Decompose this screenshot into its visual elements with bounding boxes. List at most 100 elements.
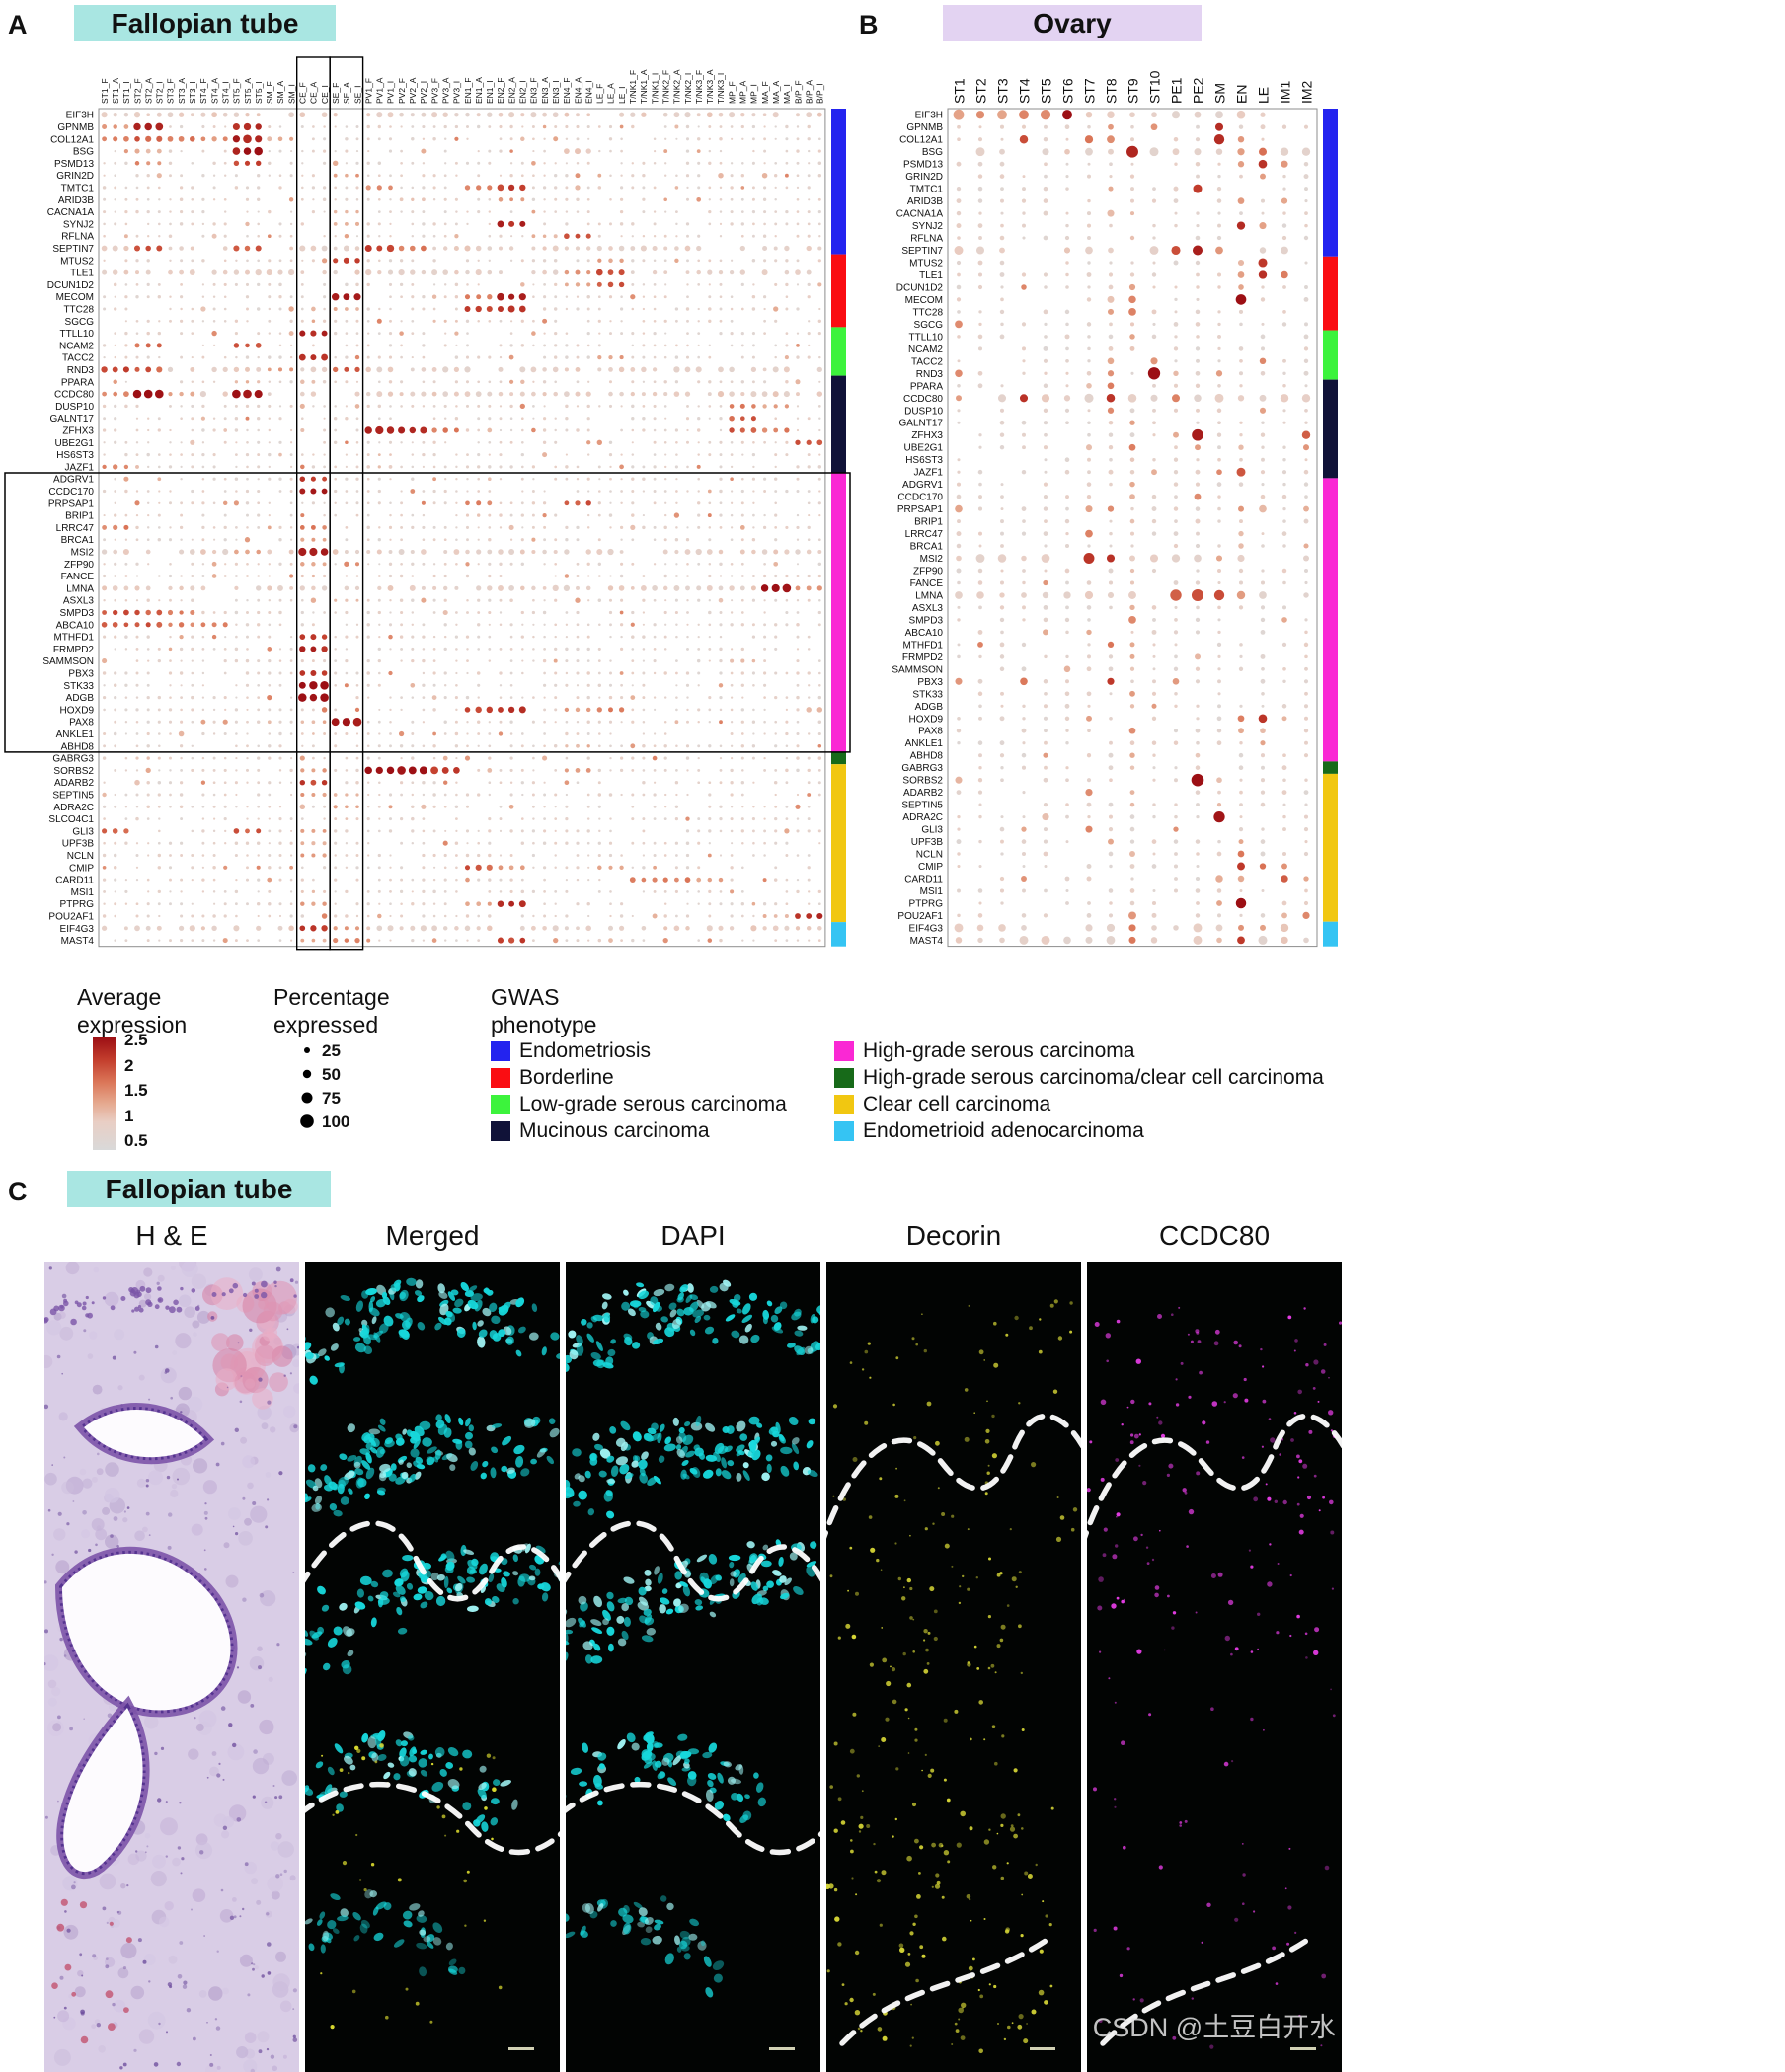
svg-text:UPF3B: UPF3B	[911, 837, 944, 848]
svg-text:DCUN1D2: DCUN1D2	[47, 280, 95, 291]
svg-text:SAMMSON: SAMMSON	[892, 664, 943, 675]
svg-text:PPARA: PPARA	[61, 377, 94, 388]
svg-text:GABRG3: GABRG3	[52, 754, 94, 765]
legend-swatch	[834, 1041, 854, 1061]
svg-text:CMIP: CMIP	[918, 862, 943, 873]
svg-text:MTHFD1: MTHFD1	[53, 633, 94, 644]
svg-text:EIF3H: EIF3H	[66, 111, 94, 121]
svg-text:SMPD3: SMPD3	[909, 615, 944, 626]
svg-text:SM_A: SM_A	[275, 81, 285, 104]
svg-text:SGCG: SGCG	[65, 317, 95, 328]
svg-text:B/P_I: B/P_I	[815, 83, 825, 104]
svg-text:BRCA1: BRCA1	[61, 535, 95, 546]
svg-text:SMPD3: SMPD3	[60, 608, 95, 619]
svg-text:HS6ST3: HS6ST3	[56, 450, 94, 461]
svg-text:GLI3: GLI3	[921, 825, 943, 836]
svg-text:ST9: ST9	[1125, 78, 1140, 104]
svg-text:PV3_I: PV3_I	[452, 81, 462, 104]
micrograph-title-ccdc80: CCDC80	[1158, 1220, 1271, 1251]
svg-text:T/NK1_A: T/NK1_A	[639, 69, 649, 104]
svg-text:UBE2G1: UBE2G1	[904, 443, 944, 454]
svg-text:RFLNA: RFLNA	[910, 234, 943, 245]
svg-text:ZFHX3: ZFHX3	[911, 430, 943, 441]
svg-text:TTC28: TTC28	[63, 305, 94, 316]
svg-text:LE_F: LE_F	[595, 84, 605, 104]
svg-text:SEPTIN5: SEPTIN5	[52, 791, 94, 802]
legend-swatch	[834, 1095, 854, 1114]
svg-text:PBX3: PBX3	[68, 669, 94, 680]
svg-text:ST2_F: ST2_F	[132, 78, 142, 104]
svg-text:SM_I: SM_I	[286, 84, 296, 104]
svg-text:SE_A: SE_A	[342, 82, 351, 104]
svg-text:PRPSAP1: PRPSAP1	[897, 504, 944, 515]
svg-text:ST6: ST6	[1059, 78, 1075, 104]
svg-text:NCAM2: NCAM2	[59, 341, 94, 351]
svg-text:TLE1: TLE1	[70, 269, 94, 279]
svg-text:ADRA2C: ADRA2C	[53, 803, 94, 813]
svg-text:ST3_I: ST3_I	[188, 81, 197, 104]
svg-text:MTUS2: MTUS2	[909, 259, 943, 269]
svg-text:MTUS2: MTUS2	[60, 256, 94, 267]
svg-text:CARD11: CARD11	[55, 876, 94, 886]
micrograph-decorin	[826, 1262, 1081, 2072]
svg-text:SAMMSON: SAMMSON	[42, 656, 94, 667]
gwas-item-6: High-grade serous carcinoma/clear cell c…	[834, 1066, 1324, 1089]
svg-text:ABHD8: ABHD8	[61, 741, 95, 752]
svg-text:NCAM2: NCAM2	[908, 345, 943, 355]
legend-label: High-grade serous carcinoma/clear cell c…	[863, 1066, 1324, 1089]
svg-text:PTPRG: PTPRG	[60, 899, 95, 910]
svg-text:ASXL3: ASXL3	[63, 596, 95, 607]
svg-text:CCDC80: CCDC80	[54, 390, 94, 401]
svg-text:PSMD13: PSMD13	[54, 159, 94, 170]
svg-text:CE_A: CE_A	[309, 81, 319, 104]
svg-text:SE_I: SE_I	[352, 86, 362, 104]
svg-text:T/NK3_F: T/NK3_F	[694, 70, 704, 104]
svg-text:JAZF1: JAZF1	[914, 468, 944, 479]
svg-text:MSI2: MSI2	[71, 548, 95, 559]
svg-text:MAST4: MAST4	[910, 936, 944, 947]
legend-swatch	[834, 1068, 854, 1088]
svg-text:B/P_A: B/P_A	[804, 80, 814, 104]
svg-text:ST8: ST8	[1103, 78, 1119, 104]
svg-text:MAST4: MAST4	[61, 936, 95, 947]
svg-text:T/NK2_F: T/NK2_F	[661, 70, 671, 104]
svg-text:GALNT17: GALNT17	[50, 414, 95, 424]
gwas-item-3: Low-grade serous carcinoma	[491, 1093, 787, 1115]
svg-text:ARID3B: ARID3B	[58, 195, 94, 206]
svg-text:T/NK2_I: T/NK2_I	[683, 73, 693, 104]
svg-text:POU2AF1: POU2AF1	[48, 912, 94, 923]
svg-text:SE_F: SE_F	[331, 83, 341, 104]
svg-text:LE: LE	[1255, 87, 1271, 104]
svg-text:ABCA10: ABCA10	[56, 620, 95, 631]
svg-text:LRRC47: LRRC47	[56, 523, 95, 534]
svg-text:ST3: ST3	[994, 78, 1010, 104]
svg-text:T/NK1_F: T/NK1_F	[628, 70, 638, 104]
panel-c-letter: C	[8, 1177, 28, 1206]
svg-text:ST2: ST2	[972, 78, 988, 104]
svg-text:IM2: IM2	[1298, 80, 1314, 104]
legend-label: Mucinous carcinoma	[519, 1119, 710, 1142]
svg-text:ST4_A: ST4_A	[209, 78, 219, 104]
svg-text:EN1_I: EN1_I	[485, 80, 495, 104]
svg-text:T/NK3_I: T/NK3_I	[716, 73, 726, 104]
svg-text:CARD11: CARD11	[904, 875, 943, 885]
svg-text:ST4_I: ST4_I	[221, 81, 231, 104]
svg-text:HOXD9: HOXD9	[909, 714, 944, 725]
svg-text:PE2: PE2	[1190, 77, 1205, 104]
svg-text:PV3_F: PV3_F	[429, 78, 439, 104]
svg-text:PV1_I: PV1_I	[386, 81, 396, 104]
svg-text:CACNA1A: CACNA1A	[47, 207, 95, 218]
svg-text:TACC2: TACC2	[62, 353, 94, 364]
svg-text:ST3_A: ST3_A	[177, 78, 187, 104]
dotplot-ovary: ST1 ST2 ST3 ST4 ST5 ST6 ST7 ST8 ST9 ST10 PE1 PE2 SM E…	[892, 70, 1338, 948]
svg-text:ST5: ST5	[1038, 78, 1053, 104]
svg-text:ADRA2C: ADRA2C	[902, 812, 943, 823]
svg-text:PAX8: PAX8	[918, 727, 943, 737]
pct-expressed-legend-title: Percentage expressed	[273, 984, 390, 1037]
svg-text:TLE1: TLE1	[919, 270, 943, 281]
svg-text:SM_F: SM_F	[265, 81, 274, 104]
gwas-item-4: Mucinous carcinoma	[491, 1119, 710, 1142]
svg-text:FANCE: FANCE	[61, 572, 95, 582]
svg-text:PBX3: PBX3	[917, 677, 943, 688]
